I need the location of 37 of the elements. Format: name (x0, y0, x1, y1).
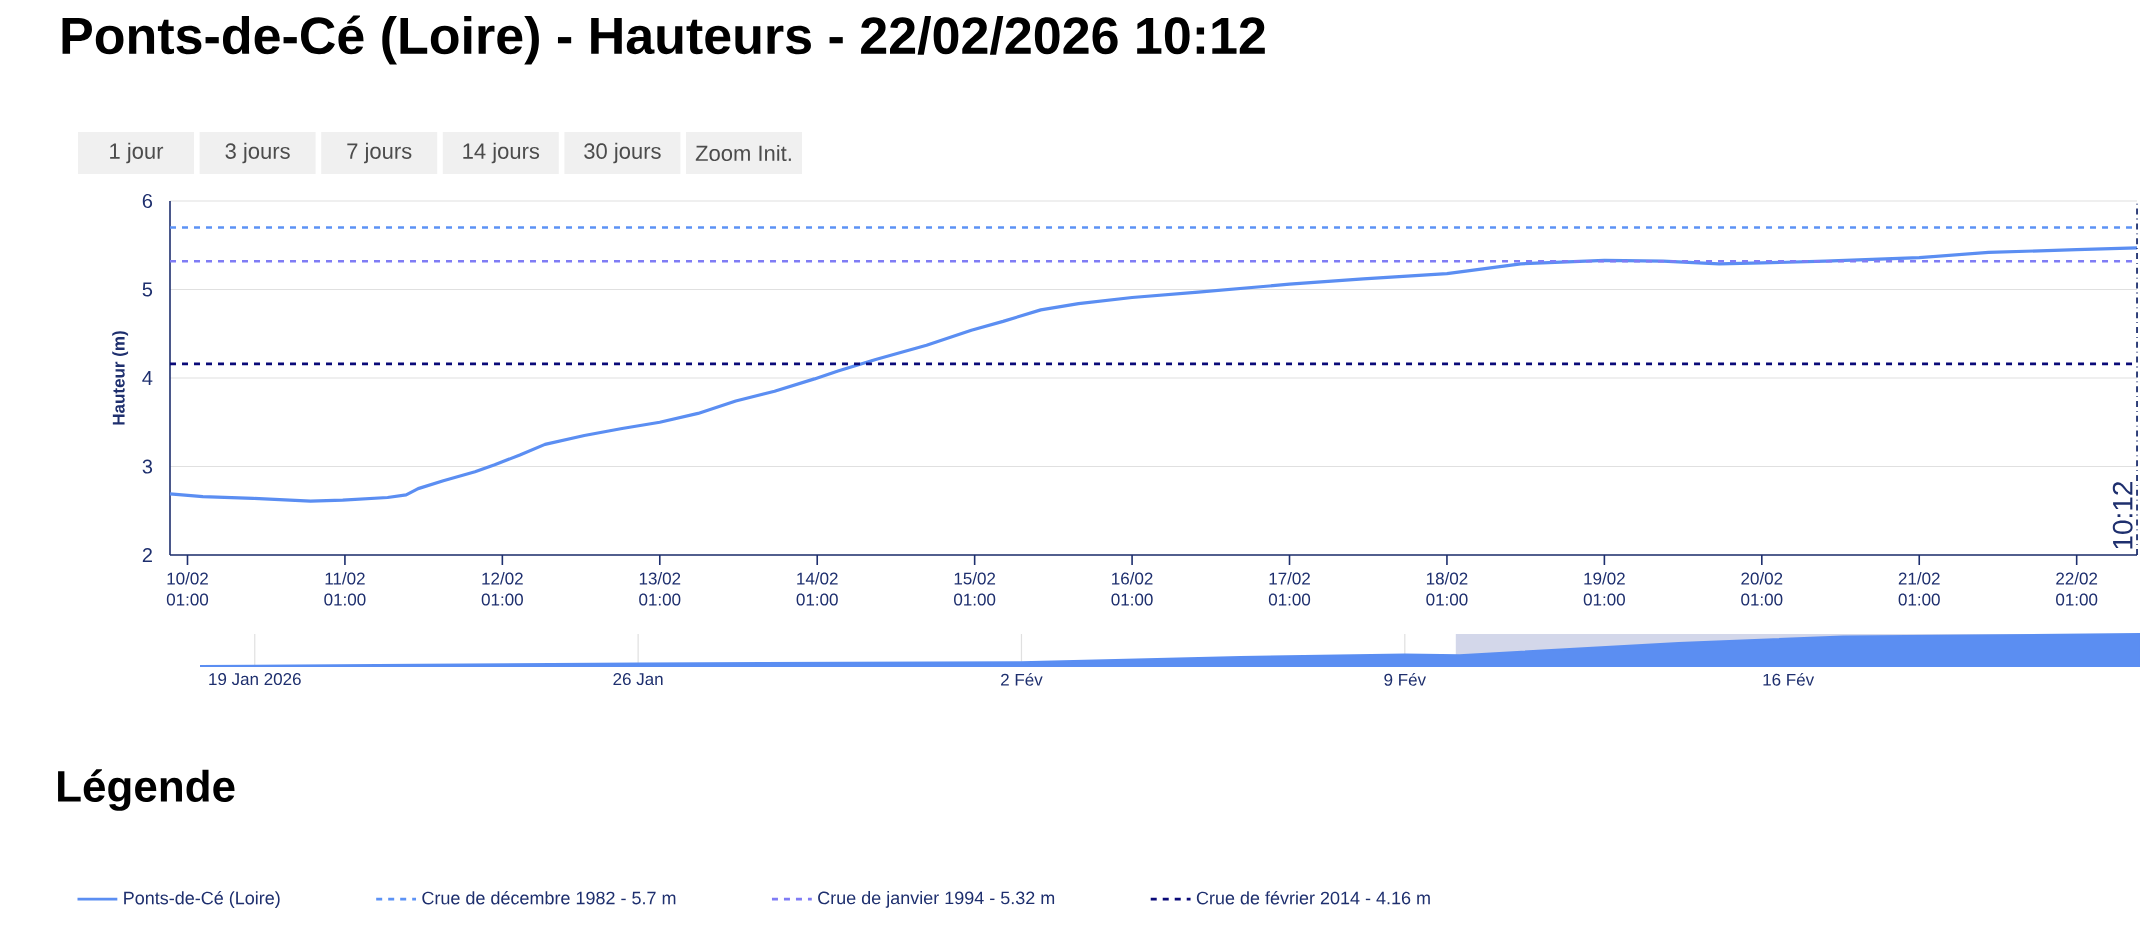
x-tick-label: 10/02 01:00 (166, 572, 209, 606)
x-tick-label: 2 Fév (1001, 673, 1043, 686)
x-tick-label: 22/02 01:00 (2056, 572, 2098, 606)
x-tick-label: 16 Fév (1763, 673, 1815, 686)
x-tick-label: 16/02 01:00 (1111, 572, 1153, 606)
x-tick-label: 19/02 01:00 (1583, 572, 1625, 606)
x-tick-label: 15/02 01:00 (954, 572, 996, 606)
y-tick-label: 4 (142, 371, 153, 385)
x-tick-label: 21/02 01:00 (1898, 572, 1940, 606)
y-tick-label: 2 (142, 548, 152, 562)
x-tick-label: 9 Fév (1384, 673, 1426, 686)
legend-label: Crue de décembre 1982 - 5.7 m (422, 890, 676, 905)
legend-label: Crue de janvier 1994 - 5.32 m (818, 891, 1055, 908)
y-tick-label: 5 (142, 282, 153, 297)
x-tick-label: 11/02 01:00 (324, 572, 366, 606)
text: 14 jours (463, 142, 540, 164)
x-tick-label: 19 Jan 2026 (209, 673, 301, 686)
x-tick-label: 20/02 01:00 (1741, 572, 1783, 606)
x-tick-label: 13/02 01:00 (639, 572, 681, 606)
x-tick-label: 26 Jan (613, 673, 663, 686)
text: Zoom Init. (695, 144, 791, 162)
y-axis-title: Hauteur (m) (112, 331, 129, 425)
text: 3 jours (225, 142, 290, 164)
y-tick-label: 3 (142, 459, 153, 474)
legend-label: Ponts-de-Cé (Loire) (124, 890, 280, 908)
ref-line-label: 10:12 (2112, 481, 2133, 549)
x-tick-label: 18/02 01:00 (1426, 572, 1468, 606)
text: 30 jours (584, 142, 661, 164)
x-tick-label: 14/02 01:00 (796, 572, 838, 606)
legend-label: Crue de février 2014 - 4.16 m (1196, 890, 1430, 905)
text: 7 jours (347, 142, 412, 164)
chart-title: Ponts-de-Cé (Loire) - Hauteurs - 22/02/2026 10:12 (62, 15, 1265, 65)
y-tick-label: 6 (142, 193, 153, 209)
x-tick-label: 17/02 01:00 (1268, 572, 1311, 606)
x-tick-label: 12/02 01:00 (481, 572, 523, 606)
text: 1 jour (110, 142, 164, 164)
legend-title: Légende (58, 769, 235, 811)
